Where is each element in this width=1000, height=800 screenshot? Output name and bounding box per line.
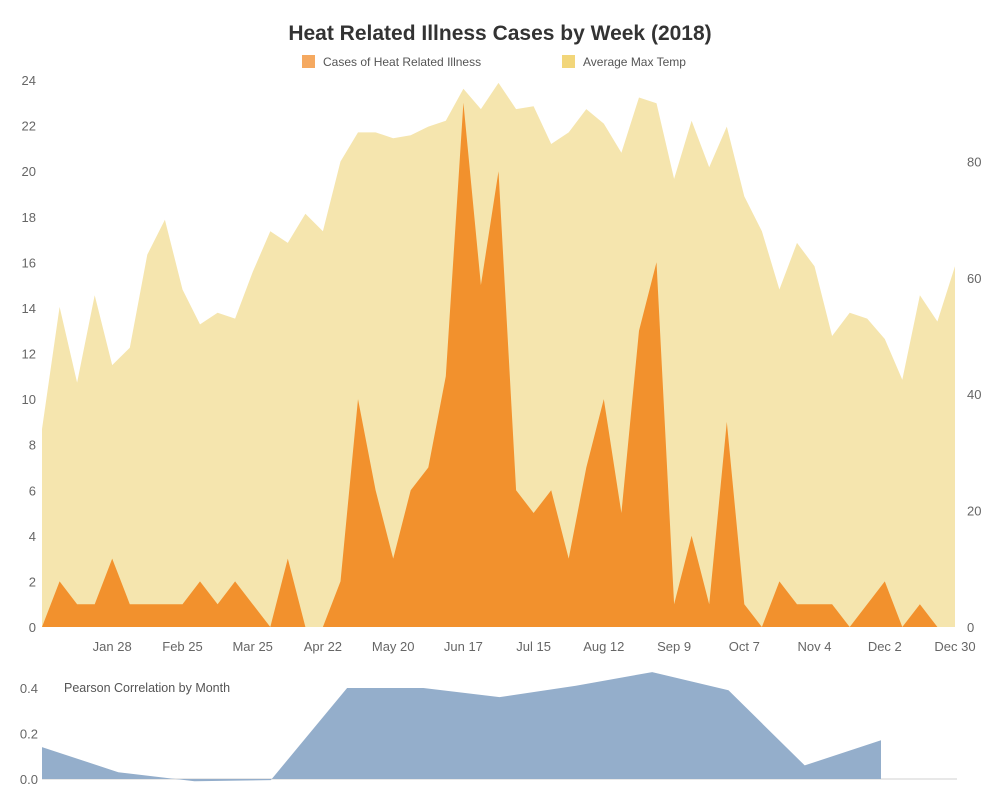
legend-item-temp: Average Max Temp [562, 55, 686, 71]
x-axis: Jan 28 Feb 25 Mar 25 Apr 22 May 20 Jun 17 Jul … [93, 639, 976, 654]
left-tick-label: 22 [22, 119, 36, 134]
left-tick-label: 14 [22, 301, 36, 316]
left-tick-label: 12 [22, 347, 36, 362]
x-tick-label: Feb 25 [162, 639, 202, 654]
x-tick-label: Jun 17 [444, 639, 483, 654]
chart-title: Heat Related Illness Cases by Week (2018… [288, 22, 712, 45]
x-tick-label: Dec 2 [868, 639, 902, 654]
correlation-tick-label: 0.0 [20, 772, 38, 787]
legend-swatch-temp [562, 55, 575, 68]
left-tick-label: 24 [22, 73, 36, 88]
x-tick-label: Apr 22 [304, 639, 342, 654]
x-tick-label: Dec 30 [934, 639, 975, 654]
legend-label-cases: Cases of Heat Related Illness [323, 55, 482, 69]
main-plot-area [42, 82, 955, 628]
left-tick-label: 20 [22, 164, 36, 179]
left-tick-label: 18 [22, 210, 36, 225]
x-tick-label: Jul 15 [516, 639, 551, 654]
correlation-tick-label: 0.2 [20, 727, 38, 742]
right-tick-label: 80 [967, 155, 981, 170]
correlation-tick-label: 0.4 [20, 681, 38, 696]
right-axis: 0 20 40 60 80 [967, 155, 981, 636]
left-tick-label: 6 [29, 483, 36, 498]
right-tick-label: 0 [967, 620, 974, 635]
left-tick-label: 8 [29, 438, 36, 453]
legend-label-temp: Average Max Temp [583, 55, 686, 69]
right-tick-label: 40 [967, 387, 981, 402]
correlation-area [42, 672, 881, 782]
correlation-y-axis: 0.0 0.2 0.4 [20, 681, 38, 787]
left-tick-label: 4 [29, 529, 36, 544]
x-tick-label: Oct 7 [729, 639, 760, 654]
correlation-plot-area [42, 672, 957, 782]
cases-area [42, 102, 955, 628]
x-tick-label: Mar 25 [232, 639, 272, 654]
right-tick-label: 60 [967, 271, 981, 286]
legend-item-cases: Cases of Heat Related Illness [302, 55, 481, 71]
left-tick-label: 10 [22, 392, 36, 407]
x-tick-label: Aug 12 [583, 639, 624, 654]
left-tick-label: 16 [22, 255, 36, 270]
left-tick-label: 0 [29, 620, 36, 635]
x-tick-label: Sep 9 [657, 639, 691, 654]
x-tick-label: May 20 [372, 639, 415, 654]
correlation-chart-title: Pearson Correlation by Month [64, 681, 230, 695]
right-tick-label: 20 [967, 504, 981, 519]
x-tick-label: Nov 4 [798, 639, 832, 654]
legend-swatch-cases [302, 55, 315, 68]
x-tick-label: Jan 28 [93, 639, 132, 654]
left-tick-label: 2 [29, 574, 36, 589]
